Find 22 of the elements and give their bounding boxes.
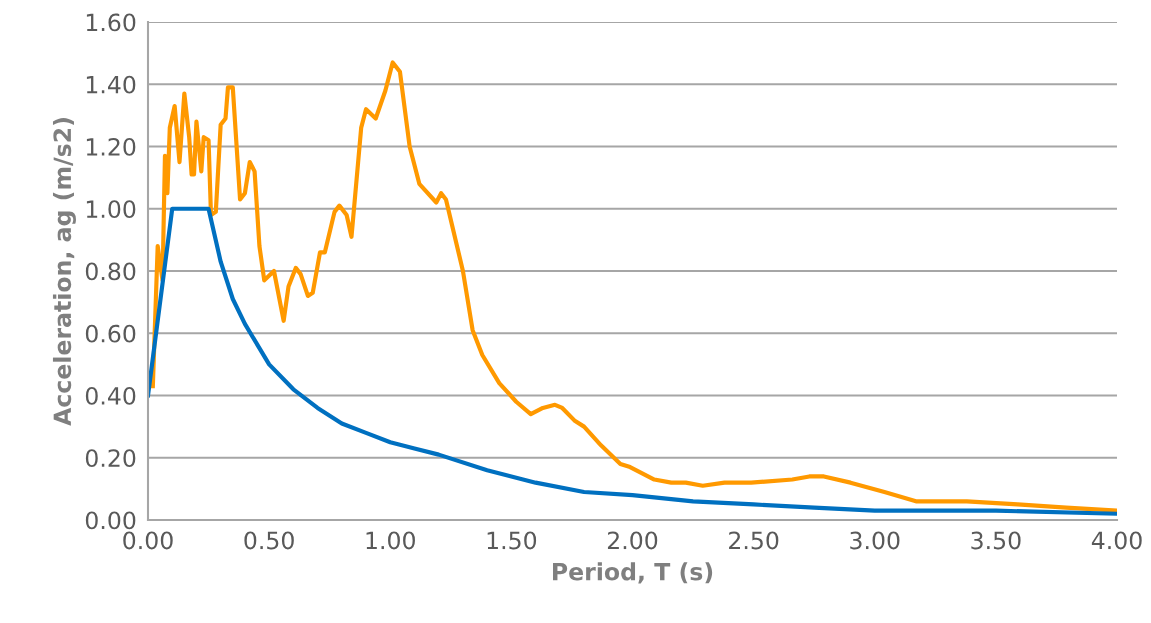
y-tick-label: 1.00 — [86, 200, 136, 219]
x-tick-label: 1.50 — [487, 531, 537, 550]
y-axis-title: Acceleration, ag (m/s2) — [52, 118, 76, 426]
x-tick-label: 2.00 — [607, 531, 658, 550]
x-tick-label: 1.00 — [366, 531, 415, 550]
x-tick-label: 3.50 — [971, 531, 1021, 550]
y-tick-label: 0.60 — [85, 324, 136, 343]
x-axis-title: Period, T (s) — [553, 562, 713, 584]
y-tick-label: 1.20 — [86, 137, 136, 156]
y-tick-label: 0.80 — [85, 262, 136, 281]
x-tick-label: 2.50 — [729, 531, 779, 550]
line-series — [148, 206, 1117, 516]
y-tick-label: 0.40 — [85, 386, 136, 405]
x-tick-label: 3.00 — [850, 531, 900, 550]
y-tick-label: 0.00 — [85, 511, 136, 530]
x-tick-label: 0.00 — [123, 531, 173, 550]
line-series — [150, 60, 1117, 513]
y-tick-label: 1.60 — [86, 13, 136, 32]
x-tick-label: 4.00 — [1091, 531, 1142, 550]
y-tick-label: 0.20 — [85, 449, 136, 468]
y-tick-label: 1.40 — [86, 75, 136, 94]
x-tick-label: 0.50 — [244, 531, 294, 550]
